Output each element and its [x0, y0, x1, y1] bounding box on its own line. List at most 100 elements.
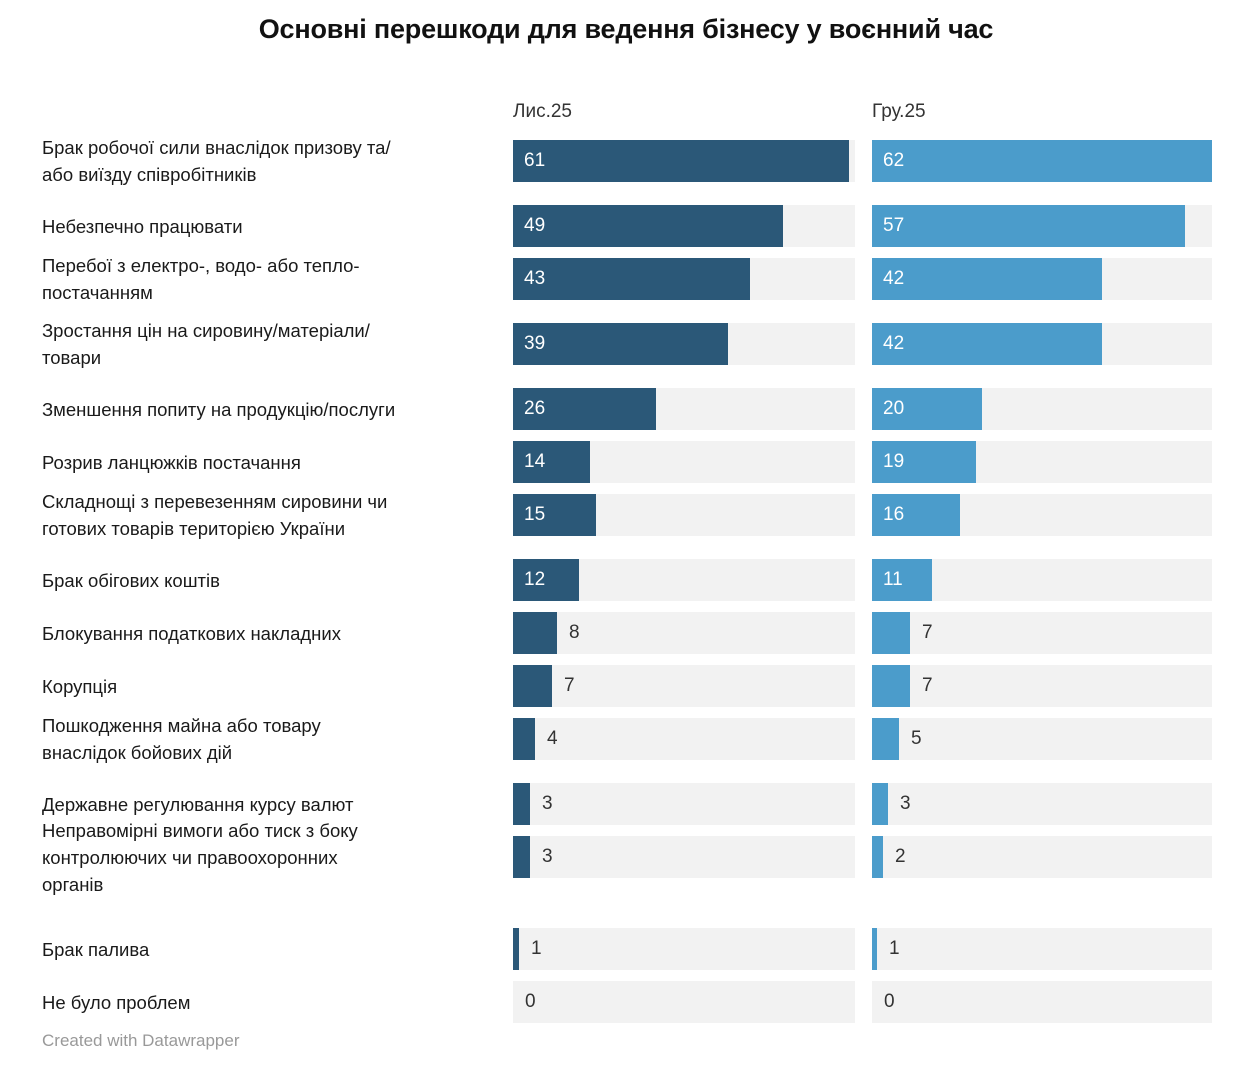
bar-series-0[interactable] [513, 783, 530, 825]
row-label-line: контролюючих чи правоохоронних [42, 846, 338, 868]
chart-row: Брак робочої сили внаслідок призову та/а… [0, 137, 1252, 205]
bar-value-label: 49 [524, 215, 546, 236]
row-label-line: Не було проблем [42, 991, 191, 1013]
row-label-line: Зменшення попиту на продукцію/послуги [42, 398, 396, 420]
chart-row: Державне регулювання курсу валют 3 3 [0, 783, 1252, 836]
bar-track-series-1: 42 [872, 258, 1212, 300]
bar-series-1[interactable] [872, 323, 1102, 365]
chart-row: Розрив ланцюжків постачання 14 19 [0, 441, 1252, 494]
row-label-line: Перебої з електро-, водо- або тепло- [42, 255, 360, 276]
row-label-line: Блокування податкових накладних [42, 622, 341, 644]
bar-series-0[interactable] [513, 665, 552, 707]
row-label: Корупція [42, 673, 497, 700]
datawrapper-credit: Created with Datawrapper [42, 1031, 240, 1050]
row-label-line: внаслідок бойових дій [42, 742, 233, 763]
chart-row: Не було проблем 0 0 [0, 981, 1252, 1034]
bar-value-label: 3 [900, 793, 911, 814]
row-label-line: готових товарів територією України [42, 518, 346, 539]
chart-row: Зменшення попиту на продукцію/послуги 26 2… [0, 388, 1252, 441]
bar-track-series-0: 26 [513, 388, 855, 430]
row-label-line: Державне регулювання курсу валют [42, 793, 354, 815]
row-label-line: Брак обігових коштів [42, 569, 220, 591]
row-label-line: Брак палива [42, 938, 150, 960]
bar-value-label: 42 [883, 333, 905, 354]
bar-series-0[interactable] [513, 836, 530, 878]
bar-series-0[interactable] [513, 612, 557, 654]
row-label-line: Зростання цін на сировину/матеріали/ [42, 320, 370, 341]
bar-series-1[interactable] [872, 836, 883, 878]
bar-value-label: 1 [531, 938, 542, 959]
bar-track-series-1: 2 [872, 836, 1212, 878]
bar-value-label: 0 [884, 991, 895, 1012]
bar-track-series-1: 57 [872, 205, 1212, 247]
bar-track-series-0: 14 [513, 441, 855, 483]
bar-series-0[interactable] [513, 494, 596, 536]
bar-series-0[interactable] [513, 205, 783, 247]
bar-track-series-0: 43 [513, 258, 855, 300]
bar-track-series-0: 0 [513, 981, 855, 1023]
bar-track-series-1: 16 [872, 494, 1212, 536]
bar-track-series-1: 1 [872, 928, 1212, 970]
bar-value-label: 39 [524, 333, 546, 354]
bar-series-1[interactable] [872, 441, 976, 483]
bar-track-series-0: 1 [513, 928, 855, 970]
row-label: Не було проблем [42, 989, 497, 1016]
bar-series-1[interactable] [872, 665, 910, 707]
column-headers: Лис.25 Гру.25 [0, 101, 1252, 127]
bar-series-1[interactable] [872, 388, 982, 430]
bar-series-1[interactable] [872, 205, 1185, 247]
bar-series-0[interactable] [513, 258, 750, 300]
bar-value-label: 19 [883, 451, 905, 472]
row-label-line: Брак робочої сили внаслідок призову та/ [42, 137, 391, 158]
bar-series-0[interactable] [513, 441, 590, 483]
chart-row: Блокування податкових накладних 8 7 [0, 612, 1252, 665]
row-label-line: Розрив ланцюжків постачання [42, 451, 301, 473]
row-label: Брак обігових коштів [42, 567, 497, 594]
bar-track-series-0: 49 [513, 205, 855, 247]
bar-series-1[interactable] [872, 928, 877, 970]
chart-row: Брак обігових коштів 12 11 [0, 559, 1252, 612]
bar-series-1[interactable] [872, 612, 910, 654]
chart-row: Небезпечно працювати 49 57 [0, 205, 1252, 258]
bar-value-label: 61 [524, 150, 546, 171]
bar-value-label: 5 [911, 728, 922, 749]
bar-series-1[interactable] [872, 258, 1102, 300]
bar-track-series-1: 0 [872, 981, 1212, 1023]
row-label-line: товари [42, 347, 102, 368]
bar-series-1[interactable] [872, 718, 899, 760]
bar-track-series-1: 42 [872, 323, 1212, 365]
bar-series-0[interactable] [513, 388, 656, 430]
bar-series-0[interactable] [513, 323, 728, 365]
row-label-line: органів [42, 873, 104, 895]
bar-value-label: 20 [883, 398, 905, 419]
row-label-line: Небезпечно працювати [42, 215, 243, 237]
bar-value-label: 8 [569, 622, 580, 643]
chart-row: Неправомірні вимоги або тиск з боку контр… [0, 820, 1252, 928]
row-label: Блокування податкових накладних [42, 620, 497, 647]
row-label: Перебої з електро-, водо- або тепло-пост… [42, 252, 497, 306]
bar-track-series-1: 7 [872, 612, 1212, 654]
bar-series-1[interactable] [872, 140, 1212, 182]
bar-series-0[interactable] [513, 559, 579, 601]
bar-series-1[interactable] [872, 783, 888, 825]
bar-series-0[interactable] [513, 928, 519, 970]
bar-value-label: 14 [524, 451, 546, 472]
bar-track-series-0: 7 [513, 665, 855, 707]
bar-value-label: 7 [922, 622, 933, 643]
row-label-line: постачанням [42, 282, 153, 303]
row-label-line: Пошкодження майна або товару [42, 715, 321, 736]
column-header-series-1: Гру.25 [872, 101, 926, 122]
chart-row: Брак палива 1 1 [0, 928, 1252, 981]
bar-value-label: 0 [525, 991, 536, 1012]
row-label: Державне регулювання курсу валют [42, 791, 497, 818]
row-label-line: Складнощі з перевезенням сировини чи [42, 491, 388, 512]
bar-series-1[interactable] [872, 559, 932, 601]
bar-value-label: 42 [883, 268, 905, 289]
bar-track-series-1: 11 [872, 559, 1212, 601]
bar-series-1[interactable] [872, 494, 960, 536]
bar-value-label: 2 [895, 846, 906, 867]
bar-series-0[interactable] [513, 140, 849, 182]
bar-track-series-0: 8 [513, 612, 855, 654]
row-label: Небезпечно працювати [42, 213, 497, 240]
bar-series-0[interactable] [513, 718, 535, 760]
